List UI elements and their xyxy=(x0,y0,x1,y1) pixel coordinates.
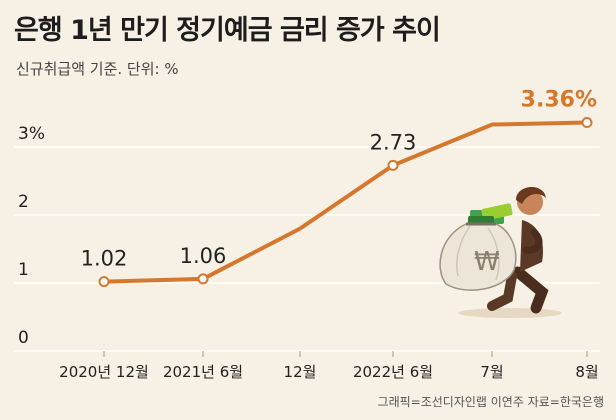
series-line xyxy=(102,120,589,284)
chart-subtitle: 신규취급액 기준. 단위: % xyxy=(16,60,179,78)
data-label: 1.02 xyxy=(81,247,128,271)
data-point xyxy=(98,276,110,288)
data-point xyxy=(581,117,593,129)
data-label: 1.06 xyxy=(180,244,227,268)
money-bag-icon: ₩ xyxy=(439,186,562,318)
data-label: 2.73 xyxy=(370,130,417,154)
credit-line: 그래픽=조선디자인랩 이연주 자료=한국은행 xyxy=(377,395,604,409)
y-tick-label: 3% xyxy=(18,124,45,144)
data-label: 3.36% xyxy=(521,88,597,113)
x-tick-label: 8월 xyxy=(575,363,598,381)
x-tick-label: 7월 xyxy=(480,363,503,381)
x-tick-label: 2020년 12월 xyxy=(59,363,149,381)
y-tick-label: 1 xyxy=(18,260,29,280)
won-symbol: ₩ xyxy=(474,247,500,277)
chart-title: 은행 1년 만기 정기예금 금리 증가 추이 xyxy=(14,15,441,46)
y-tick-label: 0 xyxy=(18,328,29,348)
data-point xyxy=(197,273,209,285)
x-tick-label: 2022년 6월 xyxy=(353,363,433,381)
data-point xyxy=(387,159,399,171)
x-tick-label: 12월 xyxy=(284,363,317,381)
x-tick-label: 2021년 6월 xyxy=(163,363,243,381)
y-tick-label: 2 xyxy=(18,192,29,212)
